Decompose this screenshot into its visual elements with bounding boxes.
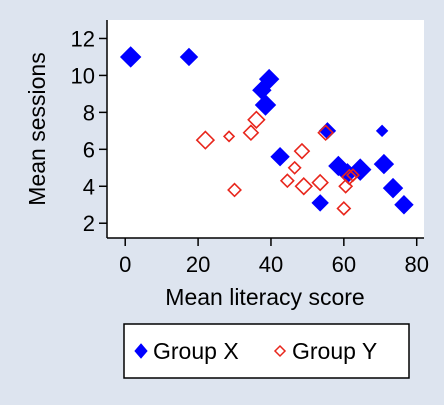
data-point-group-y — [195, 130, 216, 150]
data-point-group-y — [227, 182, 242, 198]
data-point-group-x — [119, 46, 142, 68]
y-tick-label: 2 — [83, 211, 95, 236]
data-point-group-x — [328, 155, 349, 177]
x-tick-label: 20 — [186, 252, 210, 277]
legend-box — [123, 323, 410, 379]
legend-label-group-x: Group X — [153, 338, 239, 364]
data-point-group-y — [287, 160, 302, 175]
y-axis-label: Mean sessions — [24, 52, 50, 205]
data-point-group-y — [279, 173, 295, 189]
x-axis-label: Mean literacy score — [165, 284, 364, 310]
data-point-group-y — [345, 168, 360, 183]
points-layer — [119, 46, 414, 216]
legend-marker-group-x — [134, 343, 148, 359]
x-tick-label: 0 — [119, 252, 131, 277]
data-point-group-x — [179, 47, 199, 67]
x-tick-label: 40 — [259, 252, 283, 277]
data-point-group-y — [293, 142, 311, 160]
y-axis: 2 4 6 8 10 12 — [71, 20, 108, 238]
data-point-group-x — [311, 194, 329, 212]
data-point-group-x — [394, 195, 414, 215]
legend-marker-group-y — [273, 344, 287, 358]
x-tick-label: 80 — [404, 252, 428, 277]
legend: Group X Group Y — [123, 323, 410, 379]
y-tick-label: 4 — [83, 174, 95, 199]
x-tick-label: 60 — [332, 252, 356, 277]
data-point-group-x — [382, 177, 404, 199]
data-point-group-y — [222, 130, 236, 143]
data-point-group-x — [373, 153, 395, 175]
data-point-group-y — [294, 177, 313, 196]
y-tick-label: 10 — [71, 63, 95, 88]
data-point-group-x — [254, 94, 277, 116]
data-point-group-y — [242, 124, 260, 142]
data-point-group-x — [375, 124, 389, 138]
y-tick-label: 6 — [83, 137, 95, 162]
y-tick-label: 12 — [71, 26, 95, 51]
y-tick-label: 8 — [83, 100, 95, 125]
plot-area — [107, 20, 424, 238]
x-axis: 0 20 40 60 80 — [107, 237, 429, 277]
data-point-group-y — [317, 124, 334, 142]
data-point-group-y — [247, 110, 266, 129]
data-point-group-x — [270, 147, 290, 167]
data-point-group-y — [336, 201, 352, 216]
data-point-group-y — [311, 173, 329, 192]
legend-label-group-y: Group Y — [292, 338, 377, 364]
data-point-group-y — [340, 168, 358, 186]
